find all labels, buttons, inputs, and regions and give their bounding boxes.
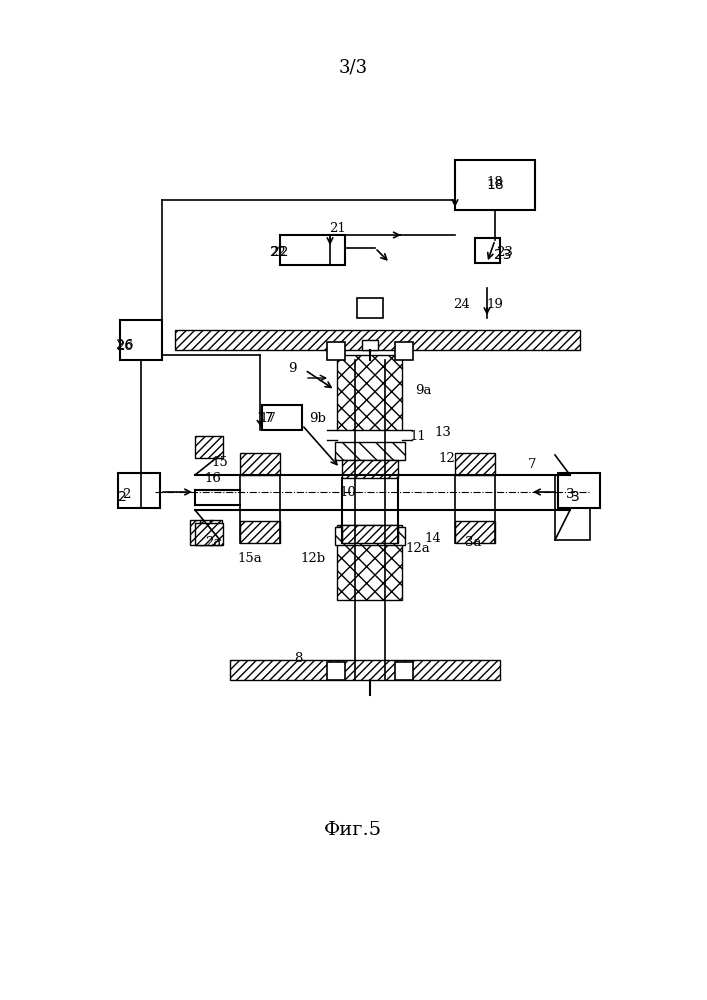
Text: 7: 7 [527,458,536,472]
Text: 16: 16 [204,472,221,485]
Text: 17: 17 [256,411,274,425]
Bar [230,660,500,680]
Text: 22: 22 [271,245,288,259]
Text: 12b: 12b [300,552,325,564]
Bar [240,521,280,543]
Bar [262,405,302,430]
Bar [337,525,402,600]
Bar [175,330,580,350]
Text: 15a: 15a [238,552,262,564]
Bar [195,436,223,458]
Bar [327,662,345,680]
Bar [455,453,495,475]
Text: 22: 22 [269,245,286,258]
Bar [558,473,600,508]
Bar [357,298,383,318]
Bar [120,320,162,360]
Bar [342,460,398,478]
Bar [455,160,535,210]
Text: 15: 15 [211,456,228,468]
Text: 9: 9 [288,361,296,374]
Bar [337,355,402,430]
Bar [335,442,405,460]
Text: 2: 2 [122,488,130,502]
Bar [475,238,500,263]
Text: 11: 11 [409,430,426,444]
Bar [395,662,413,680]
Text: 18: 18 [486,176,503,190]
Text: 14: 14 [425,532,441,544]
Text: 12: 12 [438,452,455,464]
Bar [335,527,405,545]
Text: 9b: 9b [310,412,327,424]
Bar [327,342,345,360]
Text: 19: 19 [486,298,503,312]
Bar [280,235,345,265]
Text: 26: 26 [116,338,134,352]
Text: 3: 3 [571,490,579,504]
Bar [210,520,222,545]
Bar [240,453,280,475]
Text: 24: 24 [454,298,470,312]
Text: 23: 23 [496,245,513,258]
Text: 8: 8 [294,652,302,664]
Text: 26: 26 [117,340,134,354]
Text: 3/3: 3/3 [339,59,368,77]
Text: 13: 13 [435,426,452,438]
Bar [190,520,202,545]
Text: 2a: 2a [205,536,221,550]
Bar [200,520,212,545]
Bar [455,521,495,543]
Text: 2: 2 [117,490,127,504]
Text: Фиг.5: Фиг.5 [324,821,382,839]
Text: 18: 18 [486,178,504,192]
Text: 23: 23 [494,248,512,262]
Bar [342,525,398,543]
Text: 21: 21 [329,222,346,234]
Bar [118,473,160,508]
Bar [362,340,378,350]
Text: 10: 10 [339,486,356,498]
Text: 9a: 9a [415,383,431,396]
Text: 12a: 12a [406,542,431,554]
Bar [555,475,590,540]
Text: 17: 17 [259,412,276,424]
Bar [195,523,223,545]
Text: 3: 3 [566,488,574,502]
Bar [395,342,413,360]
Text: 3a: 3a [464,536,481,550]
